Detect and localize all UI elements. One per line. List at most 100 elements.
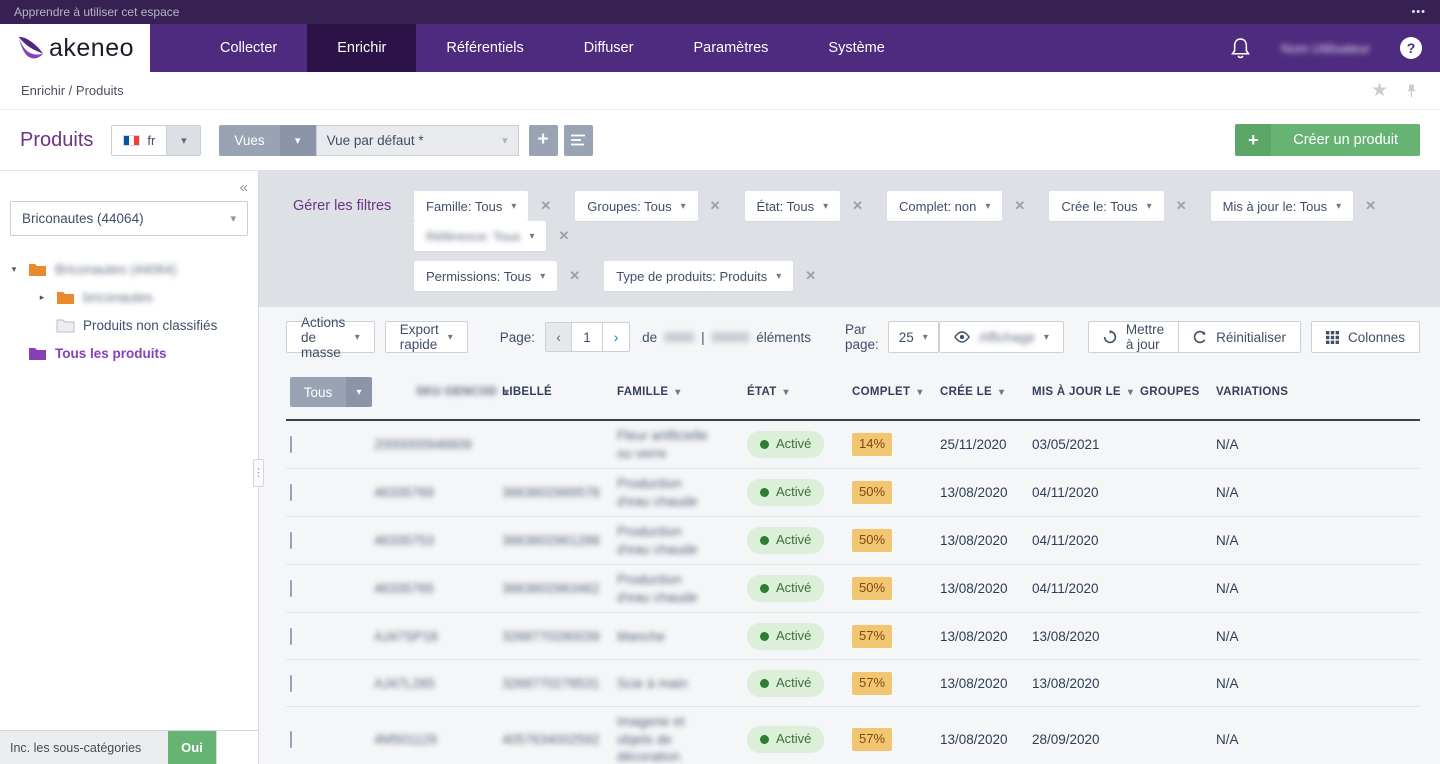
remove-filter-icon[interactable]: ✕ bbox=[1365, 198, 1377, 213]
row-checkbox[interactable] bbox=[290, 730, 292, 748]
tree-item-root[interactable]: ▾ Briconautes (44064) bbox=[0, 262, 258, 277]
favorite-star-icon[interactable]: ★ bbox=[1370, 80, 1388, 101]
remove-filter-icon[interactable]: ✕ bbox=[805, 268, 817, 283]
nav-item[interactable]: Diffuser bbox=[583, 40, 634, 56]
remove-filter-icon[interactable]: ✕ bbox=[540, 198, 552, 213]
refresh-button[interactable]: Mettre à jour bbox=[1087, 321, 1180, 353]
current-view-select[interactable]: Vue par défaut * ▾ bbox=[315, 124, 519, 156]
row-checkbox[interactable] bbox=[290, 627, 292, 645]
nav-item[interactable]: Enrichir bbox=[307, 24, 417, 72]
remove-filter-icon[interactable]: ✕ bbox=[1175, 198, 1187, 213]
remove-filter-icon[interactable]: ✕ bbox=[569, 268, 581, 283]
select-all-chevron-icon[interactable]: ▾ bbox=[346, 377, 372, 407]
chevron-down-icon[interactable]: ▾ bbox=[166, 125, 201, 155]
more-options-icon[interactable]: ••• bbox=[1411, 6, 1426, 18]
remove-filter-icon[interactable]: ✕ bbox=[709, 198, 721, 213]
tree-item-all-products[interactable]: Tous les produits bbox=[0, 346, 258, 361]
status-dot-icon bbox=[760, 584, 769, 594]
collapse-node-icon[interactable]: ▾ bbox=[11, 264, 17, 274]
grid-view-selector[interactable]: Affichage ▾ bbox=[938, 321, 1064, 353]
column-header[interactable]: FAMILLE ▾ bbox=[617, 386, 681, 398]
nav-item[interactable]: Système bbox=[828, 40, 885, 56]
product-row[interactable]: 46335753 3663602961288 Production d'eau … bbox=[286, 517, 1420, 566]
column-header[interactable]: VARIATIONS ▾ bbox=[1216, 386, 1289, 398]
product-row[interactable]: 46335769 3663602989578 Production d'eau … bbox=[286, 469, 1420, 518]
cell-variations: N/A bbox=[1216, 532, 1239, 548]
expand-node-icon[interactable]: ▸ bbox=[39, 292, 45, 302]
product-row[interactable]: 46335765 3663602963462 Production d'eau … bbox=[286, 565, 1420, 614]
subcategories-toggle-yes[interactable]: Oui bbox=[168, 730, 216, 764]
column-header[interactable]: ÉTAT ▾ bbox=[747, 386, 789, 398]
category-tree-select[interactable]: Briconautes (44064) ▾ bbox=[10, 201, 248, 236]
nav-item[interactable]: Collecter bbox=[220, 40, 278, 56]
tree-item-unclassified[interactable]: Produits non classifiés bbox=[0, 318, 258, 333]
tree-item-child[interactable]: ▸ briconautes bbox=[0, 290, 258, 305]
page-number-input[interactable] bbox=[572, 322, 604, 352]
next-page-button[interactable]: › bbox=[603, 322, 631, 352]
notifications-bell-icon[interactable] bbox=[1230, 37, 1251, 60]
column-header[interactable]: CRÉE LE ▾ bbox=[940, 386, 1005, 398]
filter-chip[interactable]: Groupes: Tous ▾ bbox=[575, 191, 698, 221]
cell-famille: Production d'eau chaude bbox=[617, 572, 698, 605]
reset-button[interactable]: Réinitialiser bbox=[1179, 321, 1301, 353]
filter-chip[interactable]: Permissions: Tous ▾ bbox=[414, 261, 558, 291]
row-checkbox[interactable] bbox=[290, 674, 292, 692]
manage-filters-link[interactable]: Gérer les filtres bbox=[293, 198, 392, 214]
folder-icon bbox=[56, 290, 75, 305]
mass-actions-button[interactable]: Actions de masse ▾ bbox=[286, 315, 375, 360]
product-row[interactable]: 2000000946609 Fleur artificielle ou verr… bbox=[286, 421, 1420, 470]
filter-chip[interactable]: Type de produits: Produits ▾ bbox=[604, 261, 794, 291]
views-button[interactable]: Vues bbox=[219, 124, 280, 156]
per-page-select[interactable]: 25 ▾ bbox=[887, 321, 939, 353]
pin-icon[interactable] bbox=[1404, 83, 1419, 99]
filter-chip[interactable]: Mis à jour le: Tous ▾ bbox=[1210, 191, 1354, 221]
remove-filter-icon[interactable]: ✕ bbox=[852, 198, 864, 213]
view-options-button[interactable] bbox=[563, 124, 593, 156]
product-row[interactable]: AJ47L265 3268770278531 Scie à main Activ… bbox=[286, 660, 1420, 708]
status-dot-icon bbox=[760, 678, 769, 688]
pagination: ‹ › bbox=[545, 322, 631, 352]
product-row[interactable]: 4M501129 4057634002592 Imagerie et objet… bbox=[286, 707, 1420, 764]
filter-chip-group: Permissions: Tous ▾ ✕ bbox=[414, 261, 580, 291]
column-header[interactable]: GROUPES ▾ bbox=[1140, 386, 1200, 398]
column-header[interactable]: LIBELLÉ ▾ bbox=[502, 386, 553, 398]
columns-button[interactable]: Colonnes bbox=[1310, 321, 1420, 353]
row-checkbox[interactable] bbox=[290, 435, 292, 453]
add-view-button[interactable]: + bbox=[528, 124, 558, 156]
row-checkbox[interactable] bbox=[290, 531, 292, 549]
quick-export-button[interactable]: Export rapide ▾ bbox=[384, 321, 468, 353]
column-header[interactable]: SKU GENCOD ▾ bbox=[416, 386, 510, 398]
collapse-sidebar-icon[interactable]: « bbox=[239, 179, 248, 196]
chevron-down-icon: ▾ bbox=[502, 134, 508, 147]
row-checkbox[interactable] bbox=[290, 580, 292, 598]
filter-chip[interactable]: Complet: non ▾ bbox=[887, 191, 1003, 221]
filter-chip[interactable]: Famille: Tous ▾ bbox=[414, 191, 529, 221]
subcategories-toggle-off[interactable] bbox=[216, 730, 258, 764]
user-menu[interactable]: Nom Utilisateur bbox=[1281, 40, 1370, 56]
select-all-button[interactable]: Tous bbox=[290, 377, 346, 407]
remove-filter-icon[interactable]: ✕ bbox=[1014, 198, 1026, 213]
help-icon[interactable]: ? bbox=[1400, 37, 1422, 59]
remove-filter-icon[interactable]: ✕ bbox=[558, 228, 570, 243]
filter-chip[interactable]: État: Tous ▾ bbox=[744, 191, 841, 221]
grid-header: Tous ▾ SKU GENCOD ▾ LIBELLÉ ▾ bbox=[286, 377, 1420, 419]
create-product-button[interactable]: + Créer un produit bbox=[1235, 124, 1420, 156]
filter-chip[interactable]: Référence: Tous ▾ bbox=[414, 221, 547, 251]
product-grid: Tous ▾ SKU GENCOD ▾ LIBELLÉ ▾ bbox=[259, 367, 1440, 764]
cell-sku: 46335765 bbox=[374, 581, 435, 597]
previous-page-button[interactable]: ‹ bbox=[545, 322, 573, 352]
row-checkbox[interactable] bbox=[290, 483, 292, 501]
akeneo-logo[interactable]: akeneo bbox=[0, 24, 150, 72]
sidebar-resize-handle[interactable]: ⋮ bbox=[253, 459, 264, 487]
column-header[interactable]: MIS À JOUR LE ▾ bbox=[1032, 386, 1134, 398]
nav-item[interactable]: Référentiels bbox=[446, 40, 524, 56]
views-chevron-icon[interactable]: ▾ bbox=[279, 124, 316, 156]
filter-chip[interactable]: Crée le: Tous ▾ bbox=[1049, 191, 1164, 221]
locale-switcher[interactable]: fr ▾ bbox=[111, 124, 202, 156]
product-row[interactable]: AJ47SP18 3268770280039 Manche Activé 57%… bbox=[286, 613, 1420, 661]
nav-item[interactable]: Paramètres bbox=[693, 40, 769, 56]
folder-purple-icon bbox=[28, 346, 47, 361]
cell-sku: 4M501129 bbox=[374, 731, 437, 747]
column-header[interactable]: COMPLET ▾ bbox=[852, 386, 923, 398]
breadcrumb[interactable]: Enrichir / Produits bbox=[21, 83, 124, 98]
